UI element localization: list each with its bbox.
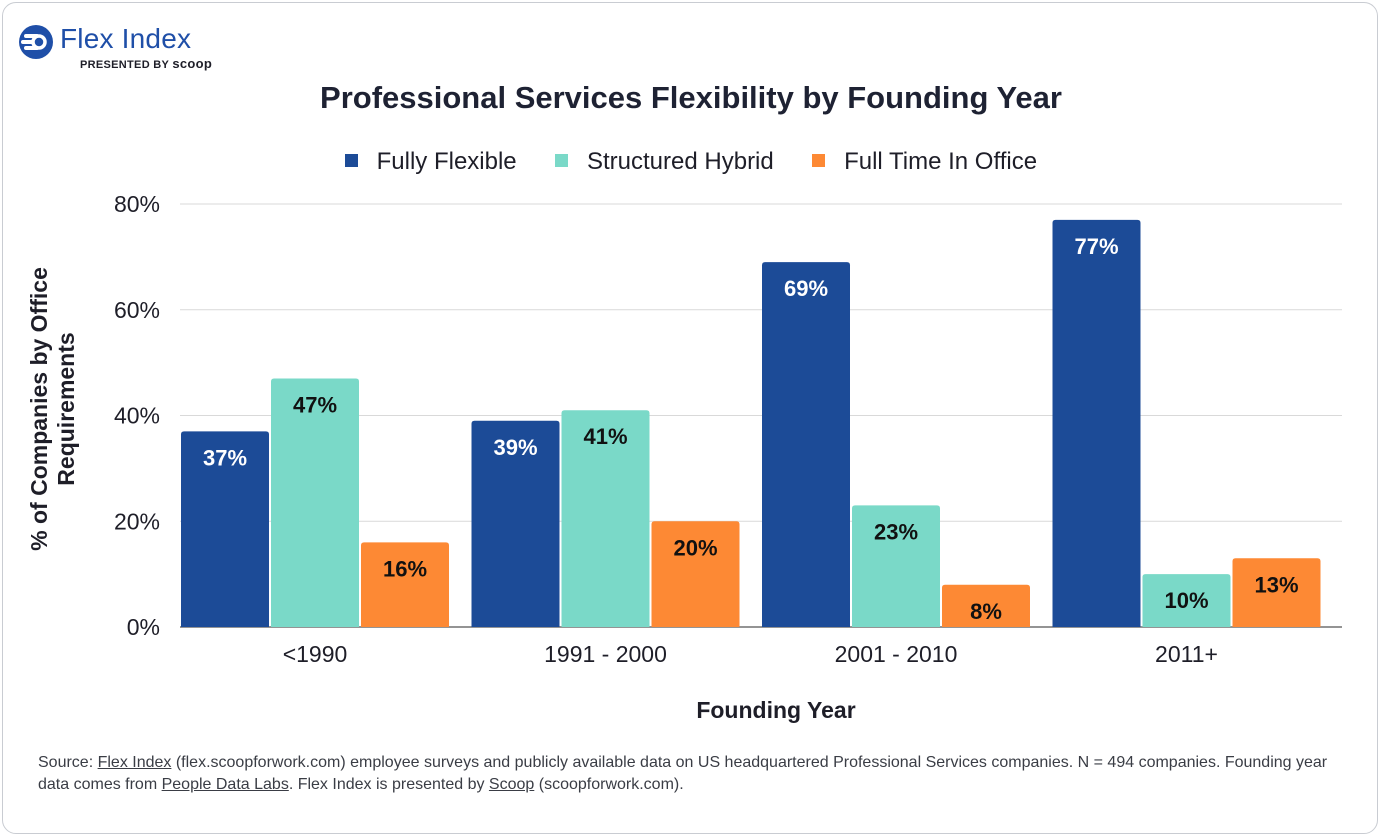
bar xyxy=(471,420,560,627)
bar-value-label: 39% xyxy=(493,435,537,460)
bar-value-label: 10% xyxy=(1164,588,1208,613)
legend-item-full-time-in-office: Full Time In Office xyxy=(812,148,1037,176)
legend-swatch-fully-flexible xyxy=(344,154,358,167)
x-tick-label: 2001 - 2010 xyxy=(835,641,958,667)
bar-value-label: 41% xyxy=(583,424,627,449)
scoop-link[interactable]: Scoop xyxy=(488,776,535,793)
bar xyxy=(942,584,1030,627)
presented-by: PRESENTED BY scoop xyxy=(80,56,212,71)
y-tick-label: 80% xyxy=(114,191,160,217)
chart-title: Professional Services Flexibility by Fou… xyxy=(320,80,1062,115)
bar-value-label: 37% xyxy=(203,445,247,470)
bar xyxy=(1052,219,1141,628)
bar xyxy=(181,431,269,627)
bar-value-label: 77% xyxy=(1074,234,1118,259)
bar-value-label: 8% xyxy=(970,599,1002,624)
bar-value-label: 16% xyxy=(383,556,427,581)
x-axis-label: Founding Year xyxy=(696,697,856,723)
bar xyxy=(561,410,650,627)
bar-value-label: 69% xyxy=(784,276,828,301)
legend-item-fully-flexible: Fully Flexible xyxy=(344,148,517,176)
y-tick-label: 40% xyxy=(114,403,160,429)
legend-label-structured-hybrid: Structured Hybrid xyxy=(587,148,774,175)
bar xyxy=(271,378,359,627)
bar xyxy=(852,505,940,627)
bar xyxy=(651,521,740,627)
presented-by-label: PRESENTED BY xyxy=(80,59,169,71)
legend-label-fully-flexible: Fully Flexible xyxy=(376,148,517,175)
source-prefix: Source: xyxy=(38,754,98,771)
x-tick-label: 1991 - 2000 xyxy=(544,641,667,667)
legend-label-full-time-in-office: Full Time In Office xyxy=(844,148,1038,175)
source-note: Source: Flex Index (flex.scoopforwork.co… xyxy=(38,752,1348,796)
bar xyxy=(361,542,449,627)
bar-value-label: 23% xyxy=(874,519,918,544)
bar-value-label: 20% xyxy=(673,535,717,560)
legend-swatch-full-time-in-office xyxy=(812,154,826,167)
x-tick-label: 2011+ xyxy=(1155,641,1218,667)
source-text-2: . Flex Index is presented by xyxy=(288,776,489,793)
y-tick-label: 0% xyxy=(127,614,160,640)
y-tick-label: 20% xyxy=(114,508,160,534)
bar-value-label: 13% xyxy=(1254,572,1298,597)
legend-swatch-structured-hybrid xyxy=(555,154,569,167)
flex-index-link[interactable]: Flex Index xyxy=(97,754,172,771)
source-text-3: (scoopforwork.com). xyxy=(534,776,684,793)
bar xyxy=(762,262,850,627)
y-axis-label: % of Companies by Office Requirements xyxy=(26,267,79,551)
chart-legend: Fully Flexible Structured Hybrid Full Ti… xyxy=(0,148,1382,176)
legend-item-structured-hybrid: Structured Hybrid xyxy=(555,148,774,176)
people-data-labs-link[interactable]: People Data Labs xyxy=(161,776,289,793)
y-tick-label: 60% xyxy=(114,297,160,323)
brand-name: Flex Index xyxy=(60,23,192,54)
bar xyxy=(1232,558,1321,627)
flex-index-logo-icon xyxy=(19,25,53,59)
x-tick-label: <1990 xyxy=(283,641,348,667)
bar xyxy=(1142,574,1231,627)
bar-value-label: 47% xyxy=(293,392,337,417)
source-text-1: (flex.scoopforwork.com) employee surveys… xyxy=(38,754,1328,793)
presenter-name: scoop xyxy=(172,56,213,71)
